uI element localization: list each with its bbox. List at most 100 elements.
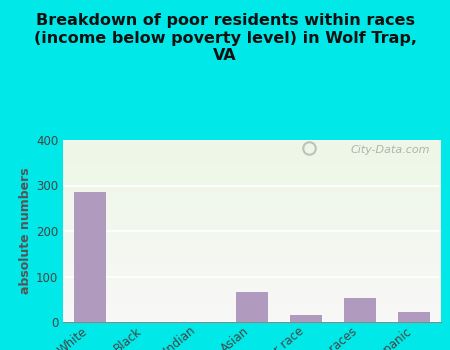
Bar (63, 202, 441, 204)
Bar (63, 266, 441, 267)
Bar (63, 173, 441, 175)
Bar (63, 225, 441, 228)
Bar (63, 198, 441, 200)
Bar (63, 142, 441, 143)
Bar (63, 224, 441, 225)
Bar (63, 286, 441, 287)
Bar (63, 228, 441, 229)
Bar (63, 220, 441, 222)
Bar (63, 207, 441, 209)
Bar (63, 275, 441, 276)
Bar (63, 253, 441, 255)
Bar (236, 293, 268, 322)
Bar (63, 234, 441, 237)
Bar (63, 271, 441, 273)
Bar (63, 311, 441, 313)
Bar (63, 246, 441, 247)
Bar (63, 205, 441, 207)
Bar (63, 160, 441, 162)
Bar (63, 249, 441, 251)
Bar (74, 193, 106, 322)
Bar (63, 237, 441, 238)
Bar (63, 247, 441, 249)
Bar (63, 302, 441, 304)
Bar (63, 182, 441, 184)
Bar (63, 216, 441, 218)
Bar (63, 280, 441, 282)
Bar (63, 287, 441, 289)
Bar (63, 186, 441, 187)
Bar (63, 276, 441, 278)
Bar (63, 156, 441, 158)
Bar (63, 180, 441, 182)
Bar (63, 278, 441, 280)
Bar (398, 312, 430, 322)
Bar (63, 146, 441, 147)
Bar (63, 200, 441, 202)
Bar (63, 258, 441, 260)
Bar (63, 316, 441, 319)
Bar (63, 298, 441, 300)
Bar (63, 262, 441, 264)
Y-axis label: absolute numbers: absolute numbers (19, 168, 32, 294)
Bar (63, 171, 441, 173)
Bar (63, 244, 441, 246)
Bar (63, 300, 441, 302)
Bar (63, 193, 441, 195)
Bar (63, 289, 441, 291)
Text: Breakdown of poor residents within races
(income below poverty level) in Wolf Tr: Breakdown of poor residents within races… (33, 13, 417, 63)
Bar (63, 296, 441, 298)
Bar (63, 187, 441, 189)
Bar (63, 169, 441, 171)
Bar (63, 189, 441, 191)
Bar (63, 211, 441, 213)
Bar (63, 313, 441, 315)
Bar (63, 140, 441, 142)
Bar (63, 304, 441, 306)
Bar (63, 282, 441, 284)
Bar (63, 204, 441, 205)
Bar (63, 284, 441, 286)
Bar (63, 257, 441, 258)
Bar (63, 218, 441, 220)
Bar (63, 307, 441, 309)
Bar (63, 176, 441, 178)
Bar (63, 295, 441, 296)
Bar (63, 184, 441, 186)
Bar (63, 153, 441, 155)
Bar (63, 166, 441, 167)
Bar (290, 315, 322, 322)
Bar (63, 309, 441, 311)
Bar (63, 213, 441, 215)
Bar (63, 255, 441, 257)
Text: City-Data.com: City-Data.com (350, 146, 430, 155)
Bar (63, 191, 441, 193)
Bar (63, 175, 441, 176)
Bar (63, 251, 441, 253)
Bar (63, 229, 441, 231)
Bar (63, 260, 441, 262)
Bar (63, 158, 441, 160)
Bar (63, 318, 441, 320)
Bar (63, 267, 441, 269)
Bar (63, 222, 441, 224)
Bar (63, 144, 441, 146)
Bar (63, 209, 441, 211)
Bar (63, 147, 441, 149)
Bar (63, 273, 441, 275)
Bar (63, 293, 441, 295)
Bar (344, 298, 376, 322)
Bar (63, 320, 441, 322)
Bar (63, 306, 441, 307)
Bar (63, 178, 441, 180)
Bar (63, 264, 441, 266)
Bar (63, 162, 441, 164)
Bar (63, 155, 441, 156)
Bar (63, 242, 441, 244)
Bar (63, 269, 441, 271)
Bar (63, 240, 441, 242)
Bar (63, 164, 441, 166)
Bar (63, 291, 441, 293)
Bar (63, 315, 441, 316)
Bar (63, 151, 441, 153)
